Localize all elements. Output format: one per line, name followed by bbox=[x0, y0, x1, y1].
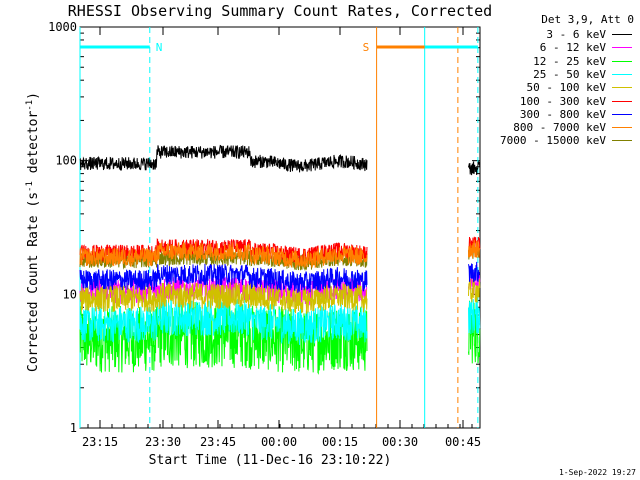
series-line bbox=[468, 261, 481, 283]
series-line bbox=[79, 298, 368, 345]
series-line bbox=[79, 144, 368, 173]
series-line bbox=[79, 263, 368, 293]
x-tick-label: 23:45 bbox=[200, 435, 236, 449]
x-tick-label: 00:45 bbox=[445, 435, 481, 449]
plot-area: 1 10 100 1000 23:15 23:30 23:45 00:00 00:15 00:30… bbox=[48, 20, 481, 449]
plot-frame bbox=[79, 26, 481, 429]
y-tick-label: 100 bbox=[55, 154, 77, 168]
flag-bar-label: N bbox=[156, 41, 163, 54]
x-tick-label: 00:15 bbox=[322, 435, 358, 449]
flag-bar-label: S bbox=[363, 41, 370, 54]
y-tick-label: 10 bbox=[63, 287, 77, 301]
series-line bbox=[468, 277, 481, 303]
y-tick-label: 1 bbox=[70, 421, 77, 435]
series-line bbox=[468, 160, 481, 176]
x-tick-label: 23:15 bbox=[82, 435, 118, 449]
series-line bbox=[79, 241, 368, 268]
series-line bbox=[468, 297, 481, 334]
series-line bbox=[468, 239, 481, 259]
x-tick-label: 00:30 bbox=[382, 435, 418, 449]
series-line bbox=[79, 282, 368, 314]
y-tick-label: 1000 bbox=[48, 20, 77, 34]
x-tick-label: 23:30 bbox=[145, 435, 181, 449]
x-tick-label: 00:00 bbox=[261, 435, 297, 449]
